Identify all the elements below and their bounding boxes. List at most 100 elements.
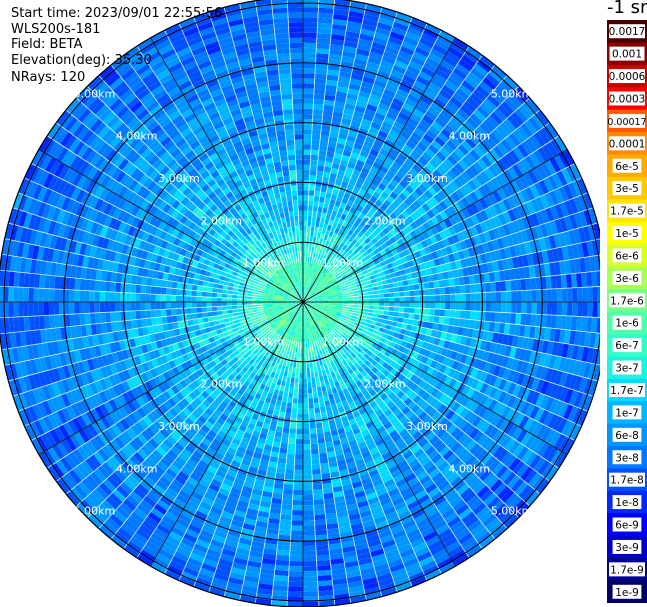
ppi-cell: [491, 239, 500, 251]
ppi-cell: [298, 388, 303, 394]
ppi-cell: [296, 423, 303, 430]
ppi-cell: [478, 360, 487, 372]
ppi-cell: [379, 148, 390, 157]
ppi-cell: [370, 352, 377, 360]
ppi-cell: [376, 22, 393, 32]
ppi-cell: [440, 294, 446, 302]
ppi-cell: [559, 386, 569, 403]
ppi-cell: [314, 311, 319, 316]
ppi-cell: [333, 302, 339, 304]
ppi-cell: [383, 174, 393, 183]
ppi-cell: [313, 299, 319, 301]
ppi-cell: [353, 228, 361, 235]
ppi-cell: [327, 259, 333, 265]
ppi-cell: [586, 347, 595, 364]
ppi-cell: [364, 487, 376, 496]
ppi-cell: [418, 169, 429, 180]
ppi-cell: [447, 76, 462, 89]
ppi-cell: [413, 235, 421, 245]
ppi-cell: [549, 262, 556, 276]
ppi-cell: [563, 404, 574, 420]
ppi-cell: [388, 429, 399, 439]
ppi-cell: [303, 174, 310, 181]
ppi-cell: [362, 337, 369, 344]
ppi-cell: [375, 520, 389, 530]
ppi-cell: [488, 205, 498, 218]
ppi-cell: [452, 92, 467, 105]
ppi-cell: [312, 306, 317, 309]
ppi-cell: [328, 304, 334, 307]
ppi-cell: [504, 152, 517, 167]
ppi-cell: [492, 429, 504, 443]
ppi-cell: [414, 546, 430, 558]
ppi-cell: [323, 329, 329, 335]
ppi-cell: [492, 364, 502, 377]
ppi-cell: [339, 437, 349, 445]
ppi-cell: [549, 157, 562, 173]
ppi-cell: [460, 196, 471, 208]
ppi-cell: [330, 34, 346, 41]
ppi-cell: [314, 280, 318, 286]
ppi-cell: [443, 228, 452, 238]
ppi-cell: [331, 278, 338, 283]
ppi-cell: [422, 90, 436, 102]
ppi-cell: [442, 237, 451, 248]
ppi-cell: [343, 345, 350, 352]
ppi-cell: [334, 325, 340, 331]
ppi-cell: [453, 553, 470, 567]
ppi-cell: [550, 449, 563, 466]
ppi-cell: [372, 116, 384, 126]
ppi-cell: [304, 281, 307, 287]
ppi-cell: [337, 291, 343, 295]
ppi-cell: [488, 217, 498, 230]
ppi-cell: [317, 259, 322, 265]
ppi-cell: [482, 408, 493, 421]
ppi-cell: [413, 448, 425, 459]
ppi-cell: [406, 566, 423, 578]
ppi-cell: [342, 149, 352, 157]
ppi-cell: [470, 389, 480, 402]
ppi-cell: [479, 535, 495, 549]
ppi-cell: [520, 229, 529, 243]
ppi-cell: [444, 511, 459, 524]
ppi-cell: [367, 98, 380, 108]
ppi-cell: [303, 7, 319, 13]
ppi-cell: [398, 428, 409, 438]
ppi-cell: [525, 389, 536, 404]
ppi-cell: [364, 263, 371, 270]
ppi-cell: [354, 137, 365, 146]
ppi-cell: [331, 408, 340, 415]
ppi-cell: [510, 477, 525, 493]
ppi-cell: [321, 261, 326, 267]
ppi-cell: [339, 242, 345, 249]
ppi-cell: [309, 326, 313, 332]
ppi-cell: [558, 232, 567, 247]
ppi-cell: [312, 279, 316, 285]
ppi-cell: [570, 316, 578, 331]
ppi-cell: [446, 398, 457, 410]
ppi-cell: [355, 346, 363, 353]
ppi-cell: [341, 353, 348, 360]
ppi-cell: [521, 140, 534, 156]
ppi-cell: [311, 463, 321, 470]
ppi-cell: [450, 165, 461, 178]
ppi-cell: [366, 349, 373, 357]
ppi-cell: [379, 447, 390, 456]
ppi-cell: [447, 235, 455, 246]
ppi-cell: [323, 303, 329, 305]
ppi-cell: [449, 135, 462, 148]
ppi-cell: [516, 429, 528, 444]
ppi-cell: [333, 106, 345, 114]
ppi-cell: [283, 484, 294, 490]
ppi-cell: [317, 206, 324, 213]
ppi-cell: [425, 176, 436, 187]
ppi-cell: [360, 340, 367, 347]
ppi-cell: [297, 398, 303, 404]
ppi-cell: [426, 342, 434, 352]
ppi-cell: [406, 26, 423, 38]
ppi-cell: [485, 302, 492, 312]
ppi-cell: [489, 478, 504, 493]
ppi-cell: [489, 250, 497, 262]
ppi-cell: [330, 167, 339, 175]
ppi-cell: [511, 163, 524, 178]
